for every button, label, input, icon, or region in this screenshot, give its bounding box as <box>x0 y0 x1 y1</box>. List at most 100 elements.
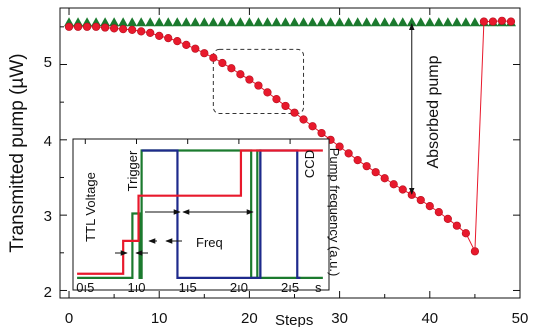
transmitted-point <box>470 247 480 256</box>
ttl-voltage-label: TTL Voltage <box>83 172 98 242</box>
x-tick-label: 40 <box>421 310 438 327</box>
transmitted-point <box>434 208 443 217</box>
reference-triangle-point <box>343 17 354 27</box>
x-tick-label: 10 <box>151 310 168 327</box>
inset-axis-ticks <box>84 139 291 290</box>
x-axis-label: Steps <box>275 312 313 327</box>
transmitted-point <box>308 122 317 131</box>
trigger-label: Trigger <box>125 150 140 191</box>
reference-triangle-point <box>325 17 336 27</box>
y-tick-label: 2 <box>44 284 52 301</box>
x-tick-label: 30 <box>331 310 348 327</box>
transmitted-point <box>164 34 173 43</box>
transmitted-point <box>371 168 380 177</box>
transmitted-point <box>506 17 516 26</box>
reference-triangle-point <box>397 17 408 27</box>
reference-triangle-point <box>154 17 165 27</box>
reference-triangle-point <box>379 17 390 27</box>
reference-triangle-point <box>334 17 345 27</box>
reference-triangle-point <box>451 17 462 27</box>
inset-x-unit: s <box>315 280 322 295</box>
reference-triangle-point <box>109 17 120 27</box>
reference-triangle-point <box>136 17 147 27</box>
reference-triangle-point <box>280 17 291 27</box>
reference-triangle-point <box>199 17 210 27</box>
transmitted-point <box>263 88 272 97</box>
transmitted-point <box>461 229 470 238</box>
transmitted-point <box>479 17 489 26</box>
freq-label: Freq <box>196 235 223 250</box>
reference-triangle-point <box>181 17 192 27</box>
transmitted-point <box>443 214 452 224</box>
inset-frame <box>72 138 330 291</box>
reference-triangle-point <box>352 17 363 27</box>
transmitted-point <box>380 174 389 183</box>
reference-triangle-point <box>370 17 381 27</box>
transmitted-point <box>119 24 128 34</box>
transmitted-point <box>128 25 137 34</box>
inset-x-tick-label: 0.5 <box>76 280 94 295</box>
zoom-highlight-box <box>212 48 305 114</box>
reference-triangle-point <box>460 17 471 27</box>
transmitted-point <box>497 16 507 25</box>
inset-data-series <box>77 149 323 279</box>
transmitted-point <box>236 70 245 79</box>
reference-triangle-point <box>118 17 129 27</box>
transmitted-point <box>317 128 326 138</box>
x-tick-label: 50 <box>512 310 529 327</box>
reference-triangle-point <box>361 17 372 27</box>
inset-timing-arrows <box>115 209 254 256</box>
transmitted-point <box>173 37 182 46</box>
reference-triangle-point <box>100 17 111 27</box>
transmitted-point <box>488 17 498 26</box>
transmitted-point <box>82 22 92 31</box>
y-axis-label: Transmitted pump (µW) <box>7 53 28 252</box>
reference-triangle-point <box>307 17 318 27</box>
transmitted-point <box>137 27 146 36</box>
x-tick-label: 0 <box>65 310 73 327</box>
transmitted-point <box>218 58 227 68</box>
transmitted-point <box>254 81 263 90</box>
transmitted-point <box>425 202 434 211</box>
transmitted-point <box>200 49 209 58</box>
transmitted-point <box>299 115 308 124</box>
inset-x-tick-label: 2.0 <box>230 280 248 295</box>
inset-x-tick-label: 1.0 <box>127 280 145 295</box>
reference-triangle-point <box>217 17 228 27</box>
reference-triangle-point <box>163 17 174 27</box>
transmitted-point <box>245 75 254 84</box>
transmitted-point <box>209 53 218 62</box>
y-tick-label: 5 <box>44 54 52 71</box>
ccd-label: CCD <box>302 150 317 178</box>
transmitted-point <box>155 31 164 40</box>
transmitted-point <box>335 142 344 151</box>
reference-triangle-point <box>145 17 156 27</box>
reference-triangle-point <box>262 17 273 27</box>
transmitted-point <box>389 180 398 189</box>
transmitted-point <box>110 24 119 33</box>
transmitted-point <box>272 95 281 104</box>
reference-triangle-point <box>127 17 138 27</box>
main-plot-frame <box>59 7 521 299</box>
reference-triangle-point <box>433 17 444 27</box>
reference-triangle-point <box>271 17 282 27</box>
reference-triangle-point <box>388 17 399 27</box>
transmitted-point <box>227 64 236 73</box>
reference-triangle-point <box>253 17 264 27</box>
transmitted-point <box>73 22 83 31</box>
ccd-trace <box>141 149 301 279</box>
transmitted-point <box>344 149 353 158</box>
main-x-tick-labels: 0 10 20 30 40 50 <box>65 310 529 327</box>
inset-x-tick-label: 1.5 <box>179 280 197 295</box>
transmitted-point <box>362 162 371 171</box>
transmitted-point <box>353 156 362 165</box>
y-tick-label: 3 <box>44 208 52 225</box>
transmitted-point <box>182 40 191 50</box>
reference-triangle-point <box>190 17 201 27</box>
absorbed-pump-label: Absorbed pump <box>425 55 442 168</box>
reference-triangle-point <box>226 17 237 27</box>
transmitted-point <box>64 22 74 31</box>
inset-background <box>73 139 329 290</box>
y-tick-label: 4 <box>44 133 52 150</box>
